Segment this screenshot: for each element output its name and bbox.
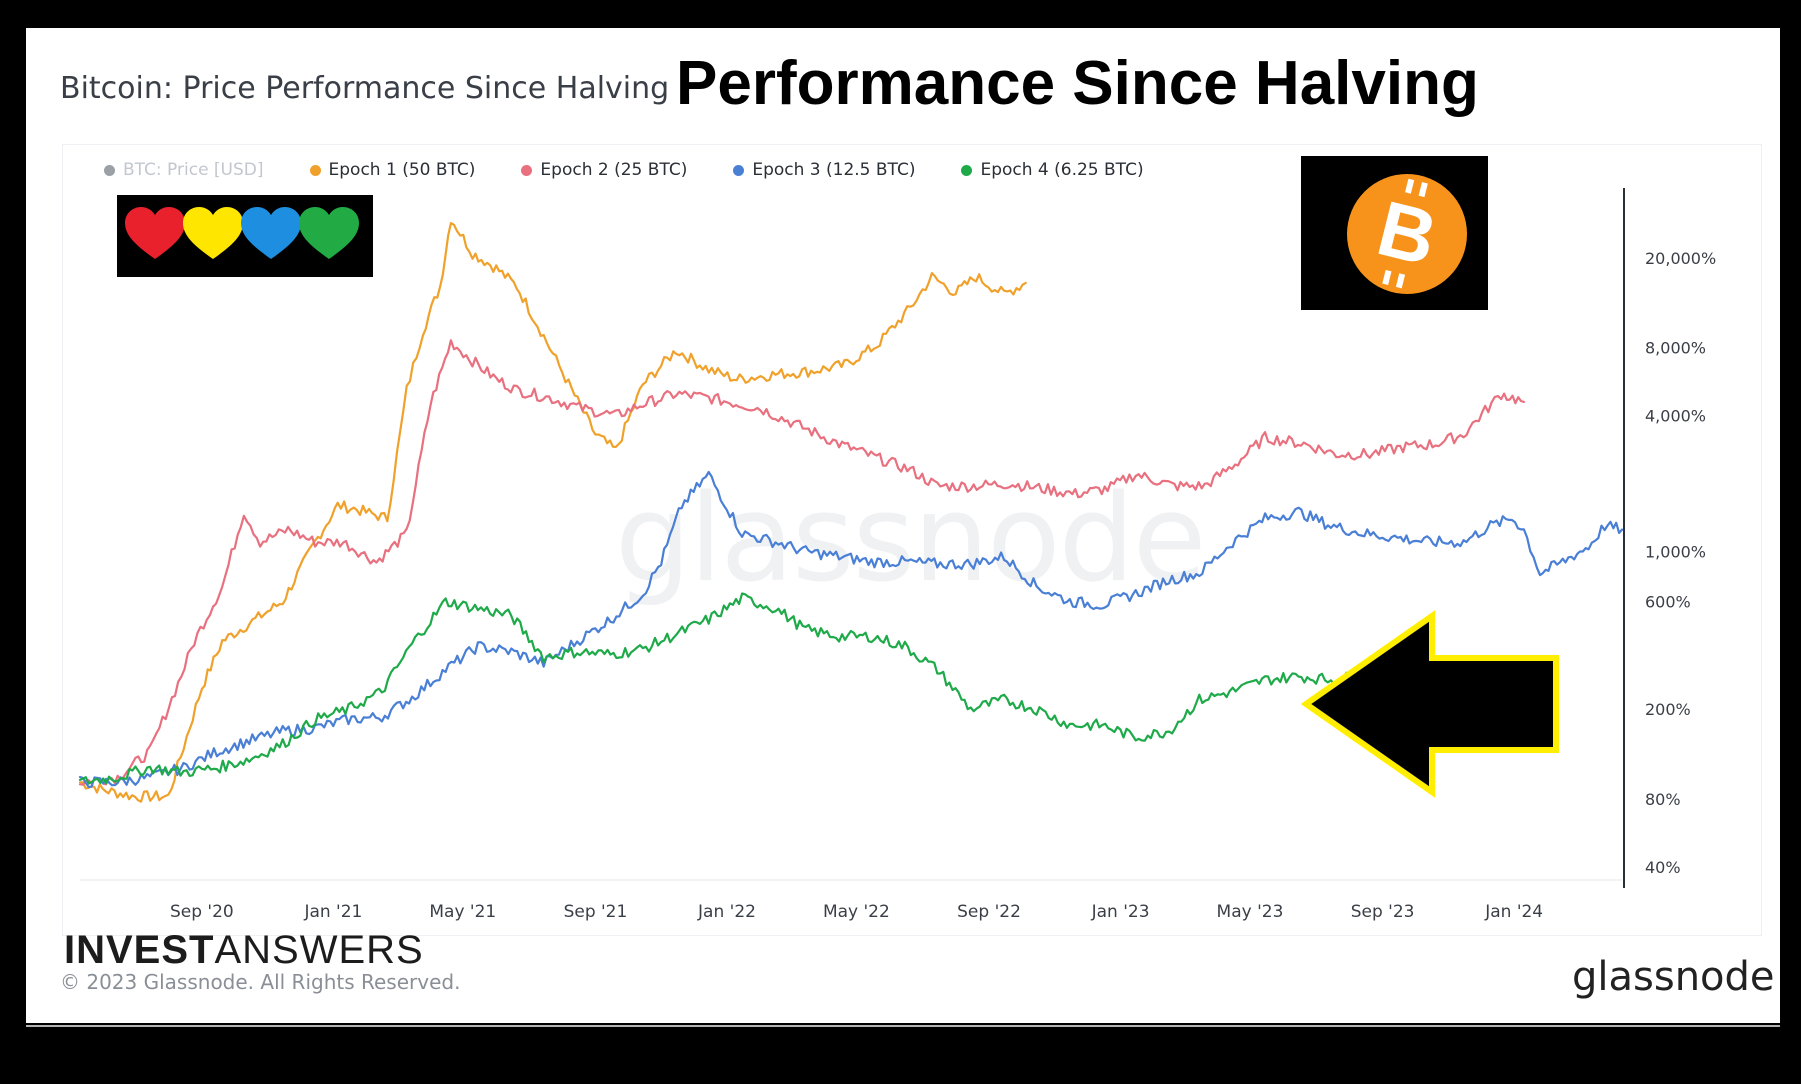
legend: BTC: Price [USD] Epoch 1 (50 BTC) Epoch … xyxy=(104,160,1144,180)
chart-source-title: Bitcoin: Price Performance Since Halving xyxy=(60,71,670,106)
legend-item-epoch-4[interactable]: Epoch 4 (6.25 BTC) xyxy=(961,160,1144,180)
x-tick-label: May '21 xyxy=(429,902,496,922)
legend-label: Epoch 3 (12.5 BTC) xyxy=(752,160,916,180)
y-tick-label: 8,000% xyxy=(1645,339,1706,358)
y-tick-label: 40% xyxy=(1645,858,1681,877)
series-line-epoch-3 xyxy=(78,470,1624,789)
x-tick-label: Jan '22 xyxy=(697,902,756,922)
y-tick-label: 1,000% xyxy=(1645,542,1706,561)
legend-dot xyxy=(309,164,321,176)
yellow-heart-icon xyxy=(183,207,243,259)
legend-dot xyxy=(961,164,973,176)
y-tick-label: 20,000% xyxy=(1645,249,1716,268)
x-tick-label: Jan '21 xyxy=(303,902,362,922)
brand-thin: ANSWERS xyxy=(214,928,424,972)
y-tick-label: 4,000% xyxy=(1645,407,1706,426)
bitcoin-logo-overlay: B xyxy=(1301,156,1488,310)
bitcoin-icon: B xyxy=(1347,174,1467,294)
page-title: Performance Since Halving xyxy=(676,49,1479,118)
investanswers-logo: INVESTANSWERS xyxy=(64,928,424,973)
legend-dot xyxy=(521,164,533,176)
legend-label: Epoch 4 (6.25 BTC) xyxy=(980,160,1144,180)
arrow-left-icon xyxy=(1300,610,1559,798)
copyright: © 2023 Glassnode. All Rights Reserved. xyxy=(60,970,461,994)
series-line-epoch-1 xyxy=(78,222,1027,803)
x-tick-label: Jan '23 xyxy=(1091,902,1150,922)
legend-label: BTC: Price [USD] xyxy=(123,160,264,180)
x-tick-label: Sep '21 xyxy=(564,902,628,922)
green-heart-icon xyxy=(299,207,359,259)
legend-item-epoch-3[interactable]: Epoch 3 (12.5 BTC) xyxy=(733,160,915,180)
x-tick-label: May '23 xyxy=(1217,902,1284,922)
x-tick-label: Sep '23 xyxy=(1351,902,1415,922)
brand-bold: INVEST xyxy=(64,928,215,972)
x-tick-label: Jan '24 xyxy=(1484,902,1543,922)
red-heart-icon xyxy=(125,207,185,259)
legend-item-epoch-1[interactable]: Epoch 1 (50 BTC) xyxy=(309,160,476,180)
watermark: glassnode xyxy=(615,470,1207,609)
y-tick-label: 80% xyxy=(1645,790,1681,809)
x-tick-label: May '22 xyxy=(823,902,890,922)
x-tick-label: Sep '22 xyxy=(957,902,1021,922)
series-line-epoch-2 xyxy=(78,339,1526,786)
x-tick-label: Sep '20 xyxy=(170,902,234,922)
y-tick-label: 200% xyxy=(1645,700,1691,719)
series-line-epoch-4 xyxy=(78,592,1361,785)
divider xyxy=(26,1025,1780,1027)
legend-item-btc-price[interactable]: BTC: Price [USD] xyxy=(104,160,264,180)
blue-heart-icon xyxy=(241,207,301,259)
legend-item-epoch-2[interactable]: Epoch 2 (25 BTC) xyxy=(521,160,687,180)
glassnode-logo: glassnode xyxy=(1572,954,1775,1000)
legend-label: Epoch 1 (50 BTC) xyxy=(328,160,476,180)
y-tick-label: 600% xyxy=(1645,593,1691,612)
hearts-overlay xyxy=(117,195,373,277)
legend-dot xyxy=(104,164,115,176)
legend-dot xyxy=(733,164,745,176)
legend-label: Epoch 2 (25 BTC) xyxy=(540,160,688,180)
